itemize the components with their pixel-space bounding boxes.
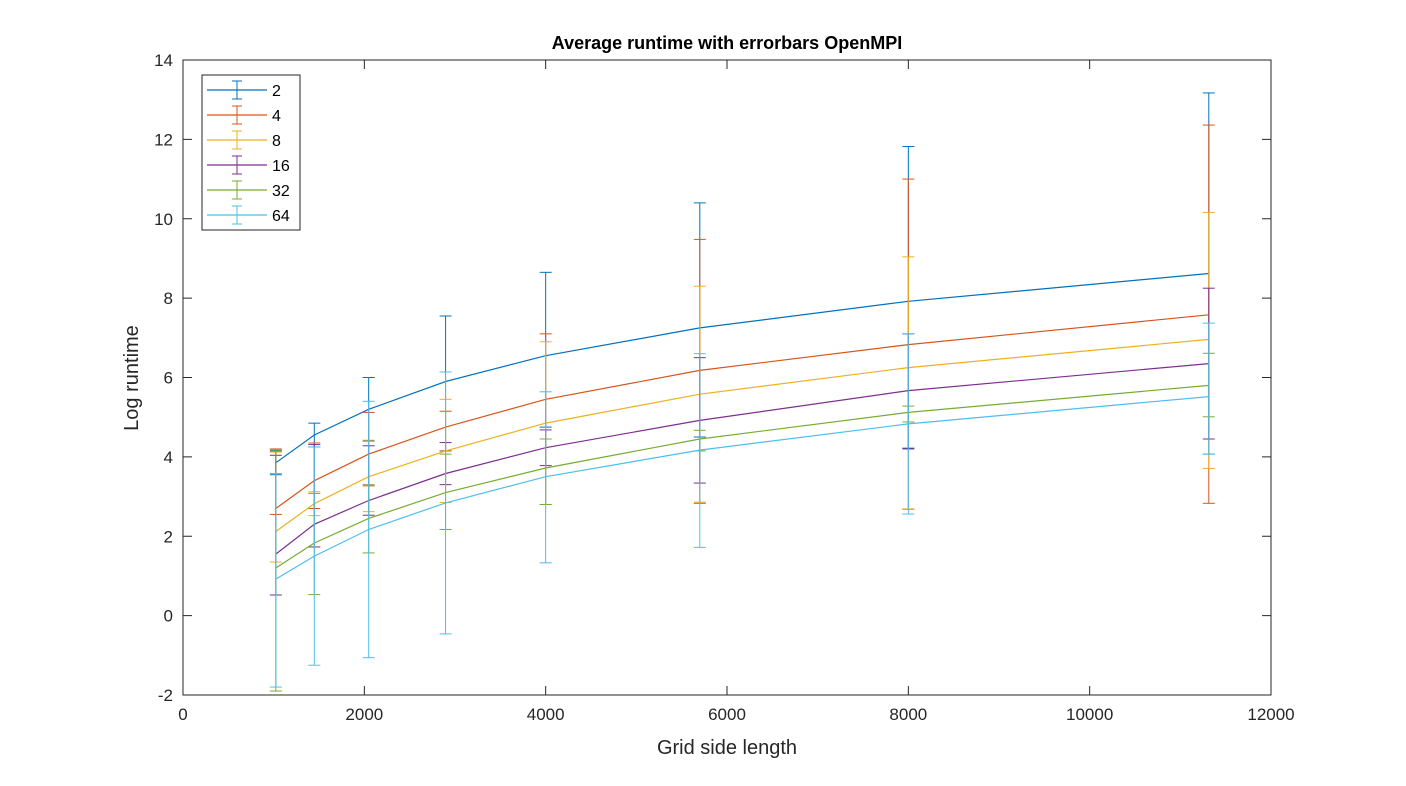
- series-line: [275, 384, 1209, 569]
- y-tick-label: 10: [154, 210, 173, 229]
- legend-label: 16: [272, 158, 290, 175]
- x-tick-label: 10000: [1066, 705, 1113, 724]
- series-line: [275, 314, 1209, 509]
- y-tick-label: 2: [164, 527, 173, 546]
- legend-label: 2: [272, 83, 281, 100]
- legend-box: [201, 74, 301, 231]
- y-tick-label: 12: [154, 130, 173, 149]
- x-tick-label: 6000: [708, 705, 746, 724]
- legend-label: 8: [272, 133, 281, 150]
- y-axis-label: Log runtime: [121, 325, 143, 431]
- chart-title: Average runtime with errorbars OpenMPI: [552, 33, 902, 53]
- legend-item: 4: [207, 105, 281, 125]
- y-tick-label: 8: [164, 289, 173, 308]
- x-tick-label: 0: [178, 705, 187, 724]
- series-group: [269, 92, 1215, 692]
- series-64: [269, 322, 1215, 688]
- y-tick-label: 6: [164, 369, 173, 388]
- plot-area: [183, 60, 1271, 695]
- series-line: [275, 396, 1209, 580]
- legend-label: 32: [272, 183, 290, 200]
- legend-item: 2: [207, 80, 281, 100]
- y-tick-label: 0: [164, 607, 173, 626]
- y-tick-label: 4: [164, 448, 173, 467]
- x-tick-label: 2000: [345, 705, 383, 724]
- legend-label: 4: [272, 108, 281, 125]
- legend-item: 16: [207, 155, 290, 175]
- axes-box: [182, 59, 1272, 696]
- series-line: [275, 338, 1209, 532]
- legend-item: 32: [207, 180, 290, 200]
- legend-label: 64: [272, 208, 290, 225]
- legend-item: 64: [207, 205, 290, 225]
- x-tick-label: 4000: [527, 705, 565, 724]
- y-tick-label: -2: [158, 686, 173, 705]
- legend-item: 8: [207, 130, 281, 150]
- x-axis-label: Grid side length: [657, 737, 797, 759]
- x-tick-label: 8000: [889, 705, 927, 724]
- y-tick-label: 14: [154, 51, 173, 70]
- legend: 2 4 8 16 32 64: [201, 74, 301, 231]
- series-line: [275, 272, 1209, 464]
- x-tick-label: 12000: [1247, 705, 1294, 724]
- series-line: [275, 363, 1209, 555]
